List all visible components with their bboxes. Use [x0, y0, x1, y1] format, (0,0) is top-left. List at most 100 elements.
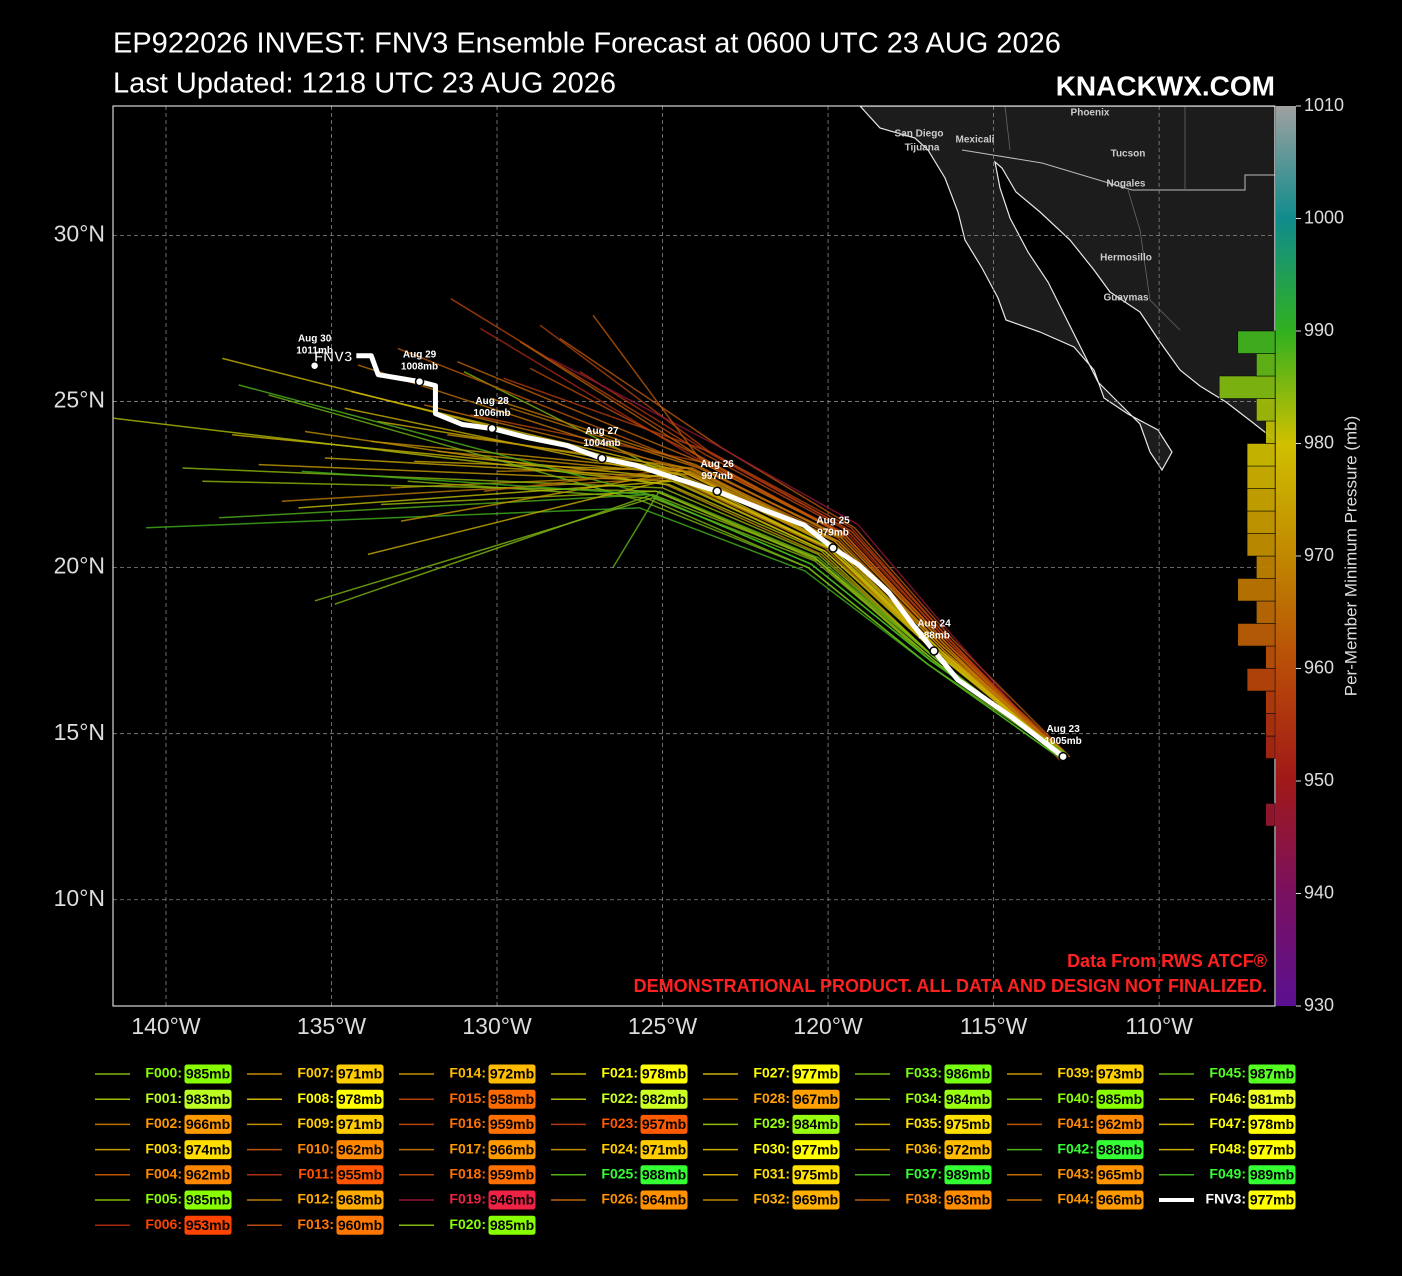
colorbar [1276, 106, 1296, 1006]
legend-value: 966mb [1098, 1192, 1142, 1208]
legend-badge [487, 1189, 537, 1211]
city-label: Phoenix [1071, 108, 1110, 119]
legend-value: 978mb [338, 1091, 382, 1107]
legend-value: 973mb [1098, 1066, 1142, 1082]
legend-badge [639, 1189, 689, 1211]
legend-value: 981mb [1250, 1091, 1294, 1107]
legend-value: 972mb [490, 1066, 534, 1082]
daily-pressure: 997mb [701, 471, 733, 482]
histogram-bar [1246, 668, 1276, 692]
y-tick-label: 10°N [54, 885, 105, 911]
legend-name: F013: [297, 1216, 334, 1232]
legend-badge [791, 1063, 841, 1085]
legend-badge [791, 1189, 841, 1211]
city-label: Mexicali [956, 135, 995, 146]
legend-name: F036: [905, 1140, 942, 1156]
daily-point [929, 646, 939, 656]
legend-name: F035: [905, 1115, 942, 1131]
city-label: Nogales [1107, 179, 1146, 190]
legend-value: 978mb [642, 1066, 686, 1082]
legend-badge [639, 1139, 689, 1161]
daily-pressure: 979mb [817, 528, 849, 539]
legend-value: 977mb [1250, 1141, 1294, 1157]
legend-badge [1095, 1164, 1145, 1186]
daily-date: Aug 30 [298, 333, 332, 344]
legend-badge [943, 1113, 993, 1135]
legend-name: F017: [449, 1140, 486, 1156]
histogram-bar [1246, 510, 1276, 534]
coastline [859, 106, 1275, 472]
legend-value: 962mb [338, 1141, 382, 1157]
daily-point [414, 376, 425, 387]
histogram-bar [1237, 623, 1276, 647]
histogram-bar [1237, 578, 1276, 602]
legend-name: F012: [297, 1191, 334, 1207]
legend-name: F039: [1057, 1065, 1094, 1081]
legend-badge [335, 1139, 385, 1161]
y-tick-label: 25°N [54, 387, 105, 413]
legend-value: 965mb [1098, 1167, 1142, 1183]
daily-point [597, 453, 607, 464]
legend-badge [183, 1139, 233, 1161]
legend-badge [335, 1063, 385, 1085]
legend-badge [791, 1164, 841, 1186]
legend-value: 964mb [642, 1192, 686, 1208]
legend-value: 985mb [1098, 1091, 1142, 1107]
legend-value: 987mb [1250, 1066, 1294, 1082]
daily-pressure: 1005mb [1045, 736, 1082, 747]
legend-name: F048: [1209, 1140, 1246, 1156]
legend-name: F005: [145, 1191, 182, 1207]
legend-name: F009: [297, 1115, 334, 1131]
histogram-bar [1265, 803, 1276, 827]
legend-badge [1095, 1088, 1145, 1110]
legend-value: 959mb [490, 1116, 534, 1132]
legend-name: F038: [905, 1191, 942, 1207]
legend-badge [335, 1214, 385, 1236]
legend-value: 959mb [490, 1167, 534, 1183]
chart-subtitle: Last Updated: 1218 UTC 23 AUG 2026 [113, 68, 616, 100]
legend-value: 972mb [946, 1141, 990, 1157]
member-track [367, 477, 1064, 758]
daily-pressure: 988mb [918, 631, 950, 642]
histogram-bar [1246, 443, 1276, 467]
histogram-bar [1256, 353, 1276, 377]
legend-badge [335, 1164, 385, 1186]
legend-name: F000: [145, 1065, 182, 1081]
fnv3-track [356, 353, 1065, 759]
legend-name: F002: [145, 1115, 182, 1131]
histogram-bar [1256, 555, 1276, 579]
legend-value: 977mb [1250, 1192, 1294, 1208]
legend-name: F024: [601, 1140, 638, 1156]
legend-name: F018: [449, 1166, 486, 1182]
colorbar-tick-label: 970 [1304, 545, 1334, 565]
legend-badge [487, 1088, 537, 1110]
legend-value: 946mb [490, 1192, 534, 1208]
legend-name: F032: [753, 1191, 790, 1207]
fnv3-label: FNV3 [314, 349, 352, 366]
member-track [357, 364, 1064, 758]
legend-name: F029: [753, 1115, 790, 1131]
legend-value: 971mb [642, 1141, 686, 1157]
x-tick-label: 140°W [131, 1013, 201, 1039]
legend-value: 977mb [794, 1066, 838, 1082]
legend-name: F019: [449, 1191, 486, 1207]
legend-name: F040: [1057, 1090, 1094, 1106]
histogram-bar [1237, 330, 1276, 354]
legend-badge [1095, 1189, 1145, 1211]
legend-badge [943, 1088, 993, 1110]
legend-value: 958mb [490, 1091, 534, 1107]
state-line [1004, 106, 1186, 331]
colorbar-tick-label: 950 [1304, 770, 1334, 790]
border [961, 149, 1275, 191]
legend-value: 967mb [794, 1091, 838, 1107]
histogram-bar [1246, 488, 1276, 512]
legend-value: 962mb [1098, 1116, 1142, 1132]
legend-badge [487, 1139, 537, 1161]
legend-value: 975mb [794, 1167, 838, 1183]
legend-name: F041: [1057, 1115, 1094, 1131]
legend-badge [639, 1113, 689, 1135]
legend-name: F034: [905, 1090, 942, 1106]
member-track [268, 394, 1061, 755]
legend-value: 984mb [794, 1116, 838, 1132]
legend-badge [943, 1189, 993, 1211]
